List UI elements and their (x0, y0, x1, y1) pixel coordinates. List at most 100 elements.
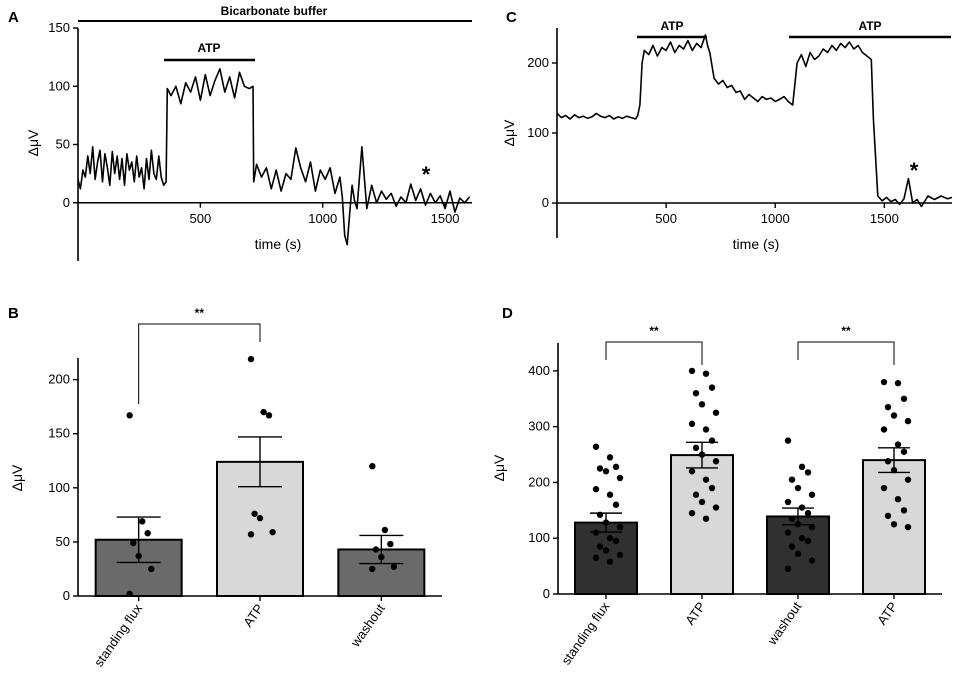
y-tick-label: 50 (56, 137, 70, 152)
data-point (698, 401, 706, 408)
panel-a-atp-label: ATP (197, 41, 220, 55)
data-point (904, 476, 912, 483)
panel-c-atp-label-2: ATP (858, 19, 881, 33)
data-point (688, 367, 696, 375)
panel-c-label: C (506, 9, 517, 26)
data-point (894, 495, 902, 503)
data-point (139, 518, 146, 525)
data-point (612, 537, 620, 545)
data-point (369, 462, 376, 470)
data-point (794, 521, 802, 528)
panel-b: B 0 50 100 150 200 standing flux ATP washout ** Δ… (8, 305, 442, 670)
y-tick-label: 100 (527, 125, 549, 140)
y-tick-label: 100 (528, 530, 550, 545)
x-category-label: ATP (874, 599, 900, 628)
data-point (702, 515, 710, 522)
data-point (880, 426, 888, 433)
y-tick-label: 0 (543, 586, 550, 601)
x-tick-label: 500 (655, 211, 677, 226)
y-tick-label: 200 (527, 55, 549, 70)
data-point (894, 379, 902, 387)
data-point (592, 443, 600, 450)
data-point (606, 454, 614, 461)
x-tick-label: 1500 (431, 211, 460, 226)
data-point (130, 539, 137, 547)
data-point (612, 501, 620, 508)
data-point (606, 535, 614, 542)
data-point (808, 491, 816, 498)
data-point (900, 448, 908, 455)
data-point (900, 507, 908, 514)
data-point (702, 370, 710, 377)
data-point (784, 498, 792, 506)
data-point (606, 491, 614, 498)
x-axis-title: time (s) (255, 236, 302, 252)
data-point (592, 529, 600, 536)
x-category-label: washout (347, 601, 388, 650)
data-point (616, 551, 624, 559)
y-tick-label: 400 (528, 363, 550, 378)
data-point (804, 469, 812, 476)
data-point (798, 463, 806, 471)
panel-a-asterisk: * (422, 162, 431, 187)
panel-c-atp-label-1: ATP (660, 19, 683, 33)
x-category-label: ATP (240, 601, 266, 630)
data-point (900, 395, 908, 402)
y-axis-title: ΔμV (491, 454, 507, 481)
y-axis-title: ΔμV (25, 129, 41, 156)
y-tick-label: 200 (528, 474, 550, 489)
data-point (265, 412, 273, 419)
significance-bracket (797, 341, 895, 365)
data-point (708, 384, 716, 391)
x-axis-title: time (s) (733, 236, 780, 252)
data-point (612, 463, 620, 471)
x-category-label: ATP (682, 599, 708, 628)
data-point (126, 590, 133, 598)
data-point (890, 521, 898, 528)
panel-a-label: A (8, 9, 19, 26)
data-point (712, 409, 720, 416)
data-point (880, 378, 888, 386)
data-point (702, 426, 710, 433)
x-category-label: standing flux (91, 601, 145, 670)
y-tick-label: 0 (542, 195, 549, 210)
data-point (269, 528, 276, 536)
panel-a: A Bicarbonate buffer ATP * 0 50 100 150 500 1… (8, 4, 472, 261)
panel-d: D 0 100 200 300 400 standing flux ATP washout AT… (491, 305, 942, 668)
y-tick-label: 150 (48, 20, 70, 35)
trace-line (77, 68, 471, 246)
panel-b-label: B (8, 305, 19, 322)
y-tick-label: 0 (63, 195, 70, 210)
data-point (884, 512, 892, 520)
data-point (904, 523, 912, 531)
data-point (788, 476, 796, 483)
data-point (692, 444, 700, 452)
data-point (247, 355, 255, 363)
data-point (606, 558, 614, 565)
data-point (784, 565, 792, 573)
panel-c-asterisk: * (910, 158, 919, 183)
data-point (698, 498, 706, 506)
data-point (381, 526, 389, 534)
data-point (596, 543, 604, 550)
data-point (378, 553, 385, 561)
data-point (894, 441, 902, 448)
data-point (804, 537, 812, 545)
data-point (260, 408, 267, 416)
data-point (135, 552, 142, 560)
data-point (880, 484, 888, 492)
data-point (688, 468, 696, 475)
data-point (369, 565, 376, 573)
data-point (616, 523, 624, 531)
data-point (708, 437, 716, 444)
data-point (804, 509, 812, 517)
data-point (602, 547, 610, 554)
data-point (592, 485, 600, 493)
data-point (144, 530, 151, 537)
data-point (702, 476, 710, 483)
panel-d-chart: 0 100 200 300 400 standing flux ATP washout ATP *… (491, 324, 942, 668)
x-tick-label: 1000 (761, 211, 790, 226)
significance-label: ** (649, 324, 659, 338)
data-point (247, 531, 255, 538)
